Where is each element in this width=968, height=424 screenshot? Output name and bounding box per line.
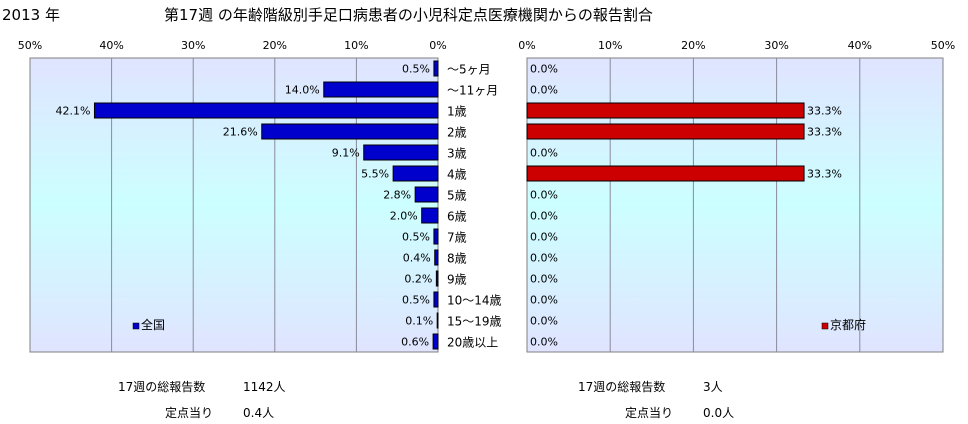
national-bar bbox=[432, 333, 439, 350]
national-x-tick-label: 30% bbox=[181, 39, 205, 52]
national-bar bbox=[414, 186, 439, 203]
national-x-tick-label: 50% bbox=[18, 39, 42, 52]
national-bar bbox=[433, 228, 439, 245]
kyoto-data-label: 0.0% bbox=[530, 63, 558, 76]
kyoto-plot-area bbox=[526, 57, 944, 353]
category-label: 2歳 bbox=[447, 126, 467, 140]
kyoto-bar bbox=[526, 123, 805, 140]
national-data-label: 0.5% bbox=[402, 231, 430, 244]
kyoto-data-label: 0.0% bbox=[530, 252, 558, 265]
national-data-label: 0.4% bbox=[403, 252, 431, 265]
category-label: 8歳 bbox=[447, 252, 467, 266]
national-data-label: 0.5% bbox=[402, 63, 430, 76]
national-legend-swatch bbox=[132, 322, 140, 330]
category-label: 20歳以上 bbox=[447, 336, 498, 350]
national-bar bbox=[421, 207, 439, 224]
kyoto-legend-swatch bbox=[821, 322, 829, 330]
kyoto-per-label: 定点当り bbox=[625, 406, 674, 420]
category-label: 〜11ヶ月 bbox=[447, 84, 498, 98]
national-data-label: 0.1% bbox=[405, 315, 433, 328]
national-data-label: 2.0% bbox=[390, 210, 418, 223]
category-label: 10〜14歳 bbox=[447, 294, 502, 308]
category-label: 6歳 bbox=[447, 210, 467, 224]
national-data-label: 0.6% bbox=[401, 336, 429, 349]
kyoto-data-label: 0.0% bbox=[530, 210, 558, 223]
national-data-label: 0.2% bbox=[404, 273, 432, 286]
kyoto-x-tick-label: 50% bbox=[931, 39, 955, 52]
national-total-label: 17週の総報告数 bbox=[118, 380, 206, 394]
national-data-label: 0.5% bbox=[402, 294, 430, 307]
kyoto-x-tick-label: 40% bbox=[848, 39, 872, 52]
national-x-tick-label: 40% bbox=[99, 39, 123, 52]
kyoto-x-tick-label: 30% bbox=[764, 39, 788, 52]
national-bar bbox=[436, 312, 439, 329]
kyoto-x-tick-label: 0% bbox=[518, 39, 535, 52]
national-x-tick-label: 10% bbox=[344, 39, 368, 52]
category-label: 1歳 bbox=[447, 105, 467, 119]
national-per-value: 0.4人 bbox=[243, 406, 275, 420]
category-label: 9歳 bbox=[447, 273, 467, 287]
national-plot-area bbox=[29, 57, 439, 353]
chart-title: 第17週 の年齢階級別手足口病患者の小児科定点医療機関からの報告割合 bbox=[164, 6, 653, 24]
national-x-tick-label: 20% bbox=[263, 39, 287, 52]
kyoto-data-label: 33.3% bbox=[807, 105, 842, 118]
kyoto-data-label: 0.0% bbox=[530, 84, 558, 97]
national-bar bbox=[323, 81, 439, 98]
national-bar bbox=[433, 60, 439, 77]
category-label: 7歳 bbox=[447, 231, 467, 245]
national-bar bbox=[433, 291, 439, 308]
national-bar bbox=[93, 102, 439, 119]
kyoto-data-label: 33.3% bbox=[807, 126, 842, 139]
national-bar bbox=[435, 270, 439, 287]
national-data-label: 21.6% bbox=[223, 126, 258, 139]
category-label: 15〜19歳 bbox=[447, 315, 502, 329]
kyoto-data-label: 0.0% bbox=[530, 147, 558, 160]
kyoto-data-label: 0.0% bbox=[530, 315, 558, 328]
national-bar bbox=[363, 144, 439, 161]
kyoto-data-label: 0.0% bbox=[530, 273, 558, 286]
kyoto-data-label: 0.0% bbox=[530, 336, 558, 349]
national-data-label: 5.5% bbox=[361, 168, 389, 181]
national-data-label: 2.8% bbox=[383, 189, 411, 202]
national-data-label: 14.0% bbox=[285, 84, 320, 97]
national-per-label: 定点当り bbox=[165, 406, 214, 420]
kyoto-total-value: 3人 bbox=[703, 380, 723, 394]
kyoto-bar bbox=[526, 102, 805, 119]
kyoto-data-label: 0.0% bbox=[530, 231, 558, 244]
national-data-label: 42.1% bbox=[56, 105, 91, 118]
kyoto-bar bbox=[526, 165, 805, 182]
kyoto-per-value: 0.0人 bbox=[703, 406, 735, 420]
year-label: 2013 年 bbox=[2, 6, 60, 24]
national-bar bbox=[261, 123, 439, 140]
national-legend-label: 全国 bbox=[141, 317, 165, 332]
national-x-tick-label: 0% bbox=[429, 39, 446, 52]
national-total-value: 1142人 bbox=[243, 380, 286, 394]
kyoto-data-label: 0.0% bbox=[530, 189, 558, 202]
national-bar bbox=[434, 249, 439, 266]
kyoto-data-label: 0.0% bbox=[530, 294, 558, 307]
kyoto-total-label: 17週の総報告数 bbox=[578, 380, 666, 394]
kyoto-x-tick-label: 20% bbox=[681, 39, 705, 52]
category-label: 5歳 bbox=[447, 189, 467, 203]
national-data-label: 9.1% bbox=[332, 147, 360, 160]
kyoto-legend-label: 京都府 bbox=[830, 317, 866, 332]
national-bar bbox=[392, 165, 439, 182]
kyoto-data-label: 33.3% bbox=[807, 168, 842, 181]
kyoto-x-tick-label: 10% bbox=[598, 39, 622, 52]
category-label: 〜5ヶ月 bbox=[447, 63, 491, 77]
category-label: 4歳 bbox=[447, 168, 467, 182]
category-label: 3歳 bbox=[447, 147, 467, 161]
